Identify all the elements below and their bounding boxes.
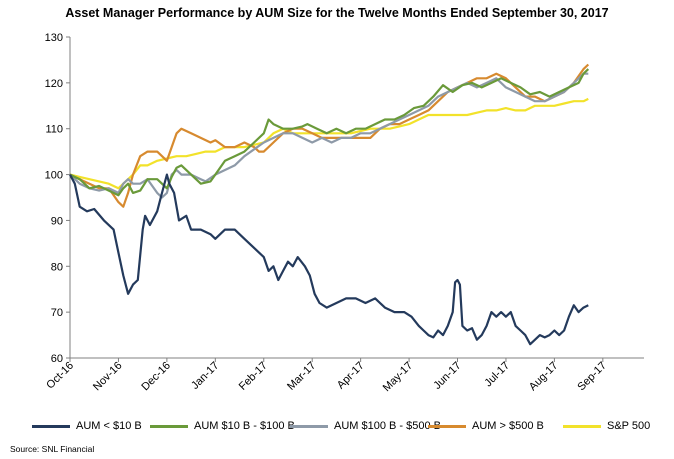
legend-swatch — [428, 424, 466, 428]
x-tick-label: May-17 — [381, 360, 415, 394]
legend-swatch — [32, 424, 70, 428]
legend-label: AUM < $10 B — [76, 420, 142, 432]
x-tick-label: Nov-16 — [91, 360, 125, 394]
x-tick-label: Dec-16 — [139, 360, 173, 394]
legend-label: AUM > $500 B — [472, 420, 544, 432]
y-tick-label: 70 — [51, 307, 63, 319]
y-tick-label: 100 — [45, 170, 63, 182]
x-tick-label: Jan-17 — [189, 360, 221, 392]
legend-swatch — [290, 424, 328, 428]
x-tick-label: Sep-17 — [575, 360, 609, 394]
legend-label: AUM $100 B - $500 B — [334, 420, 442, 432]
y-tick-label: 130 — [45, 32, 63, 44]
x-tick-label: Aug-17 — [527, 360, 561, 394]
legend-item: AUM $100 B - $500 B — [290, 420, 441, 432]
y-tick-label: 80 — [51, 261, 63, 273]
x-tick-label: Feb-17 — [237, 360, 270, 393]
x-tick-label: Apr-17 — [335, 360, 367, 392]
x-tick-label: Jul-17 — [482, 360, 512, 390]
legend-item: S&P 500 — [563, 420, 650, 432]
x-tick-label: Jun-17 — [431, 360, 463, 392]
x-tick-label: Mar-17 — [285, 360, 318, 393]
y-tick-label: 90 — [51, 215, 63, 227]
chart-title: Asset Manager Performance by AUM Size fo… — [65, 6, 609, 20]
chart-legend: AUM < $10 B AUM $10 B - $100 B AUM $100 B … — [0, 420, 674, 438]
legend-label: S&P 500 — [607, 420, 651, 432]
y-tick-label: 120 — [45, 78, 63, 90]
y-tick-label: 60 — [51, 353, 63, 365]
legend-swatch — [150, 424, 188, 428]
series-line-aum-500-b — [69, 63, 590, 208]
legend-label: AUM $10 B - $100 B — [194, 420, 295, 432]
series-line-s-p-500 — [69, 97, 589, 190]
legend-swatch — [563, 424, 601, 428]
series-line-aum-10-b — [69, 173, 589, 346]
series-line-aum-10-b-100-b — [69, 68, 590, 197]
legend-item: AUM < $10 B — [32, 420, 142, 432]
legend-item: AUM > $500 B — [428, 420, 544, 432]
y-tick-label: 110 — [45, 124, 63, 136]
legend-item: AUM $10 B - $100 B — [150, 420, 295, 432]
source-note: Source: SNL Financial — [10, 444, 95, 454]
